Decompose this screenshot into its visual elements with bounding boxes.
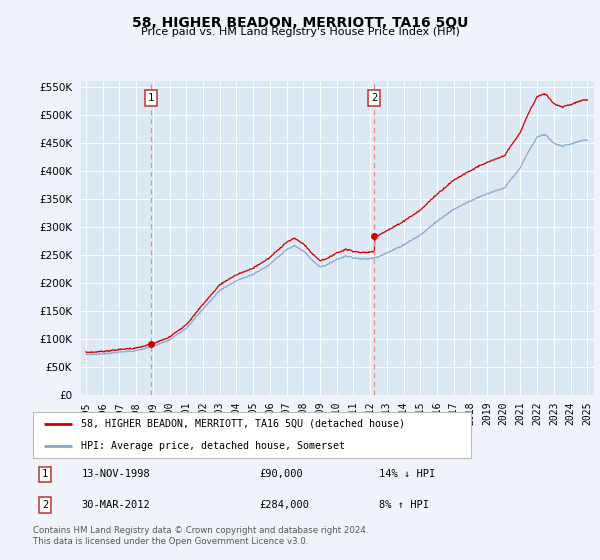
Text: 14% ↓ HPI: 14% ↓ HPI xyxy=(379,469,435,479)
Text: 1: 1 xyxy=(42,469,48,479)
Text: 1: 1 xyxy=(148,93,154,103)
Text: Price paid vs. HM Land Registry's House Price Index (HPI): Price paid vs. HM Land Registry's House … xyxy=(140,27,460,37)
Text: £284,000: £284,000 xyxy=(260,500,310,510)
Text: 8% ↑ HPI: 8% ↑ HPI xyxy=(379,500,428,510)
Text: 2: 2 xyxy=(371,93,377,103)
Text: 58, HIGHER BEADON, MERRIOTT, TA16 5QU: 58, HIGHER BEADON, MERRIOTT, TA16 5QU xyxy=(132,16,468,30)
Text: 2: 2 xyxy=(42,500,48,510)
Text: 13-NOV-1998: 13-NOV-1998 xyxy=(82,469,151,479)
Text: £90,000: £90,000 xyxy=(260,469,304,479)
Text: Contains HM Land Registry data © Crown copyright and database right 2024.
This d: Contains HM Land Registry data © Crown c… xyxy=(33,526,368,546)
Text: HPI: Average price, detached house, Somerset: HPI: Average price, detached house, Some… xyxy=(81,441,345,451)
Text: 58, HIGHER BEADON, MERRIOTT, TA16 5QU (detached house): 58, HIGHER BEADON, MERRIOTT, TA16 5QU (d… xyxy=(81,419,405,429)
Text: 30-MAR-2012: 30-MAR-2012 xyxy=(82,500,151,510)
